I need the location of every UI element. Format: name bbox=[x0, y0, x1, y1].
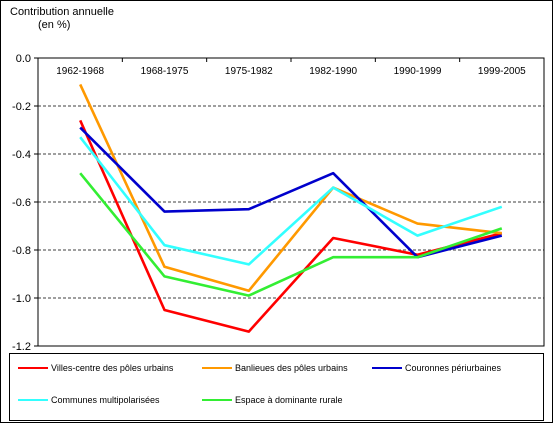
legend-label-banlieues: Banlieues des pôles urbains bbox=[235, 363, 348, 373]
y-tick-label: 0.0 bbox=[16, 53, 31, 65]
legend-label-multipolarisees: Communes multipolarisées bbox=[51, 395, 160, 405]
y-axis-title: Contribution annuelle (en %) bbox=[10, 6, 114, 32]
y-axis-title-line-1: Contribution annuelle bbox=[10, 6, 114, 18]
x-tick-label: 1962-1968 bbox=[56, 66, 104, 77]
x-tick-label: 1999-2005 bbox=[478, 66, 526, 77]
legend-item-couronnes: Couronnes périurbaines bbox=[372, 363, 501, 373]
legend-line-multipolarisees bbox=[18, 399, 48, 401]
legend-item-villes-centre: Villes-centre des pôles urbains bbox=[18, 363, 173, 373]
y-tick-label: -0.2 bbox=[12, 101, 31, 113]
y-tick-label: -1.0 bbox=[12, 293, 31, 305]
series-line-1 bbox=[79, 83, 502, 293]
x-tick-label: 1990-1999 bbox=[394, 66, 442, 77]
x-tick-label: 1968-1975 bbox=[141, 66, 189, 77]
y-tick-label: -0.4 bbox=[12, 149, 31, 161]
y-tick-label: -0.6 bbox=[12, 197, 31, 209]
x-tick-label: 1982-1990 bbox=[309, 66, 357, 77]
legend-item-multipolarisees: Communes multipolarisées bbox=[18, 395, 160, 405]
legend-item-banlieues: Banlieues des pôles urbains bbox=[202, 363, 348, 373]
y-axis-title-line-2: (en %) bbox=[38, 19, 71, 31]
legend-line-banlieues bbox=[202, 367, 232, 369]
series-line-3 bbox=[79, 136, 503, 266]
legend-label-villes-centre: Villes-centre des pôles urbains bbox=[51, 363, 174, 373]
series-line-4 bbox=[79, 172, 503, 297]
legend-line-villes-centre bbox=[18, 367, 48, 369]
legend-item-rurale: Espace à dominante rurale bbox=[202, 395, 343, 405]
x-tick-label: 1975-1982 bbox=[225, 66, 273, 77]
y-tick-label: -0.8 bbox=[12, 245, 31, 257]
legend: Villes-centre des pôles urbains Banlieue… bbox=[9, 353, 544, 421]
y-tick-label: -1.2 bbox=[12, 341, 31, 353]
legend-label-rurale: Espace à dominante rurale bbox=[235, 395, 343, 405]
legend-label-couronnes: Couronnes périurbaines bbox=[405, 363, 502, 373]
legend-line-couronnes bbox=[372, 367, 402, 369]
legend-line-rurale bbox=[202, 399, 232, 401]
